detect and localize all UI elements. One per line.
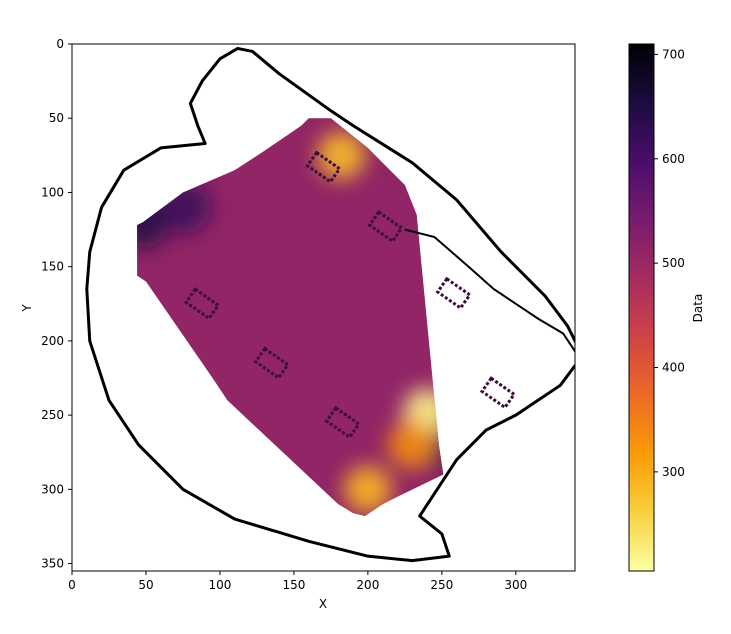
x-tick-label: 200: [356, 578, 379, 592]
heat-region: [137, 118, 444, 517]
y-tick-label: 150: [41, 260, 64, 274]
y-tick-label: 100: [41, 185, 64, 199]
y-tick-label: 300: [41, 482, 64, 496]
plot-frame: [71, 43, 576, 572]
y-axis: 0 50 100 150 200 250 300 350: [41, 37, 72, 571]
colorbar-tick-label: 400: [662, 361, 685, 375]
y-tick-label: 350: [41, 557, 64, 571]
x-axis-label: X: [319, 597, 327, 611]
y-tick-label: 50: [49, 111, 64, 125]
outer-boundary: [85, 46, 575, 563]
colorbar-tick-label: 300: [662, 465, 685, 479]
colorbar-tick-label: 700: [662, 47, 685, 61]
plot-area: [71, 43, 576, 572]
x-tick-label: 300: [504, 578, 527, 592]
y-tick-label: 250: [41, 408, 64, 422]
x-tick-label: 250: [430, 578, 453, 592]
heat-low-spot: [317, 131, 366, 180]
inner-wall: [404, 228, 575, 354]
colorbar-tick-label: 500: [662, 256, 685, 270]
x-tick-label: 50: [138, 578, 153, 592]
heat-low-spot: [343, 465, 392, 514]
y-tick-label: 200: [41, 334, 64, 348]
y-tick-label: 0: [56, 37, 64, 51]
colorbar: 300 400 500 600 700 Data: [628, 43, 705, 572]
x-tick-label: 150: [282, 578, 305, 592]
colorbar-tick-label: 600: [662, 152, 685, 166]
x-tick-label: 0: [68, 578, 76, 592]
heat-low-spot: [388, 420, 437, 469]
x-tick-label: 100: [208, 578, 231, 592]
colorbar-bar: [628, 43, 655, 572]
y-axis-label: Y: [20, 304, 34, 313]
x-axis: 0 50 100 150 200 250 300: [68, 571, 527, 592]
colorbar-ticks: 300 400 500 600 700: [654, 47, 685, 479]
colorbar-label: Data: [691, 294, 705, 323]
